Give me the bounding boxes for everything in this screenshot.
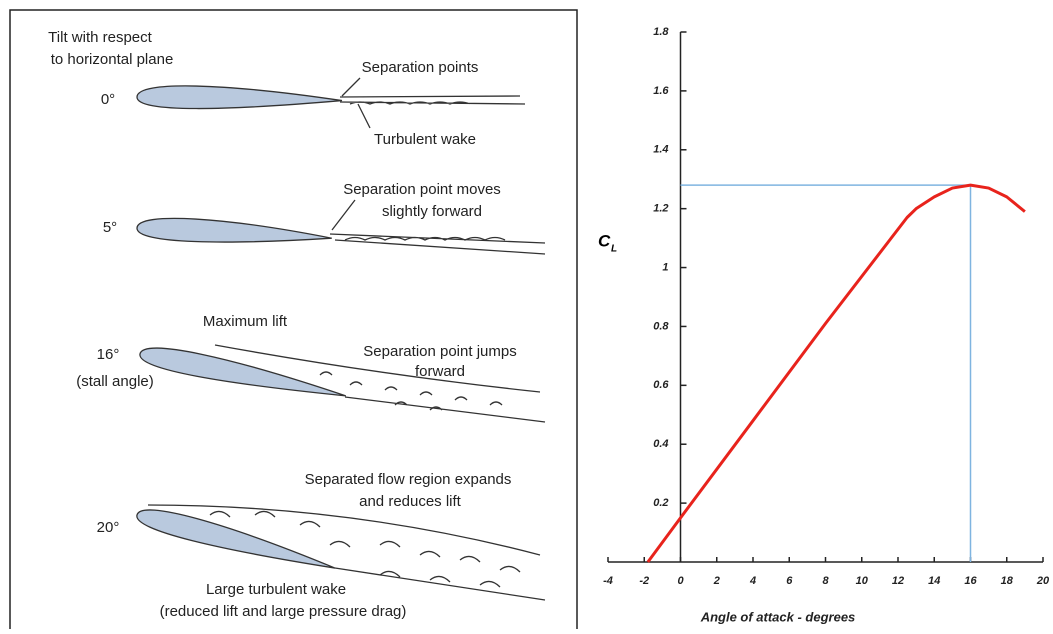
y-tick-label: 1.8 (653, 26, 669, 38)
diagram-label: 5° (103, 219, 117, 236)
x-tick-label: 14 (928, 575, 940, 587)
x-tick-label: 16 (964, 575, 977, 587)
x-tick-label: 18 (1001, 575, 1014, 587)
x-tick-label: 12 (892, 575, 904, 587)
y-tick-label: 0.6 (653, 379, 669, 391)
diagram-label: 20° (97, 519, 120, 536)
y-tick-label: 1.4 (653, 144, 668, 156)
diagram-label: and reduces lift (359, 493, 462, 510)
y-axis-title: C (598, 231, 611, 250)
figure: Tilt with respect to horizontal plane 0° Se… (0, 0, 1053, 629)
x-tick-label: 20 (1036, 575, 1050, 587)
airfoil (136, 216, 332, 249)
x-tick-label: 8 (822, 575, 829, 587)
x-tick-label: -4 (603, 575, 613, 587)
chart: 0.2 0.4 0.6 0.8 1 1.2 1.4 1.6 1.8 -4 -2 0 2 4 6 8 10 12 14… (598, 26, 1050, 625)
diagram-label: Separation points (362, 59, 479, 76)
y-axis-title-sub: L (611, 244, 617, 255)
diagram-label: Separation point moves (343, 181, 501, 198)
diagram-label: Separated flow region expands (305, 471, 512, 488)
y-tick-label: 1.2 (653, 203, 668, 215)
x-tick-label: 10 (856, 575, 869, 587)
diagram-label: to horizontal plane (51, 51, 174, 68)
x-axis-title: Angle of attack - degrees (700, 609, 856, 624)
diagram-label: Maximum lift (203, 313, 288, 330)
diagram-label: forward (415, 363, 465, 380)
y-tick-label: 0.2 (653, 497, 668, 509)
x-tick-label: 0 (677, 575, 684, 587)
y-tick-label: 0.4 (653, 438, 668, 450)
y-tick-label: 1 (662, 261, 668, 273)
wake (340, 96, 525, 104)
x-tick-label: 6 (786, 575, 793, 587)
diagram-label: 0° (101, 91, 115, 108)
x-tick-label: 4 (749, 575, 756, 587)
data-line (648, 185, 1025, 562)
airfoil (138, 342, 348, 406)
diagram-label: slightly forward (382, 203, 482, 220)
y-tick-label: 0.8 (653, 320, 669, 332)
page: {"diagram": {"labels": ["Tilt with respe… (0, 0, 1053, 629)
x-tick-label: 2 (713, 575, 720, 587)
diagram-label: Tilt with respect (48, 29, 152, 46)
diagram-label: Separation point jumps (363, 343, 516, 360)
diagram-label: Turbulent wake (374, 131, 476, 148)
y-tick-label: 1.6 (653, 85, 669, 97)
diagram-label: (stall angle) (76, 373, 154, 390)
wake (330, 234, 545, 254)
airfoil (137, 85, 342, 111)
diagram-label: 16° (97, 346, 120, 363)
diagram-label: Large turbulent wake (206, 581, 346, 598)
x-tick-label: -2 (639, 575, 649, 587)
airfoil-diagram: Tilt with respect to horizontal plane 0° Se… (48, 29, 545, 620)
airfoil (134, 503, 338, 578)
diagram-label: (reduced lift and large pressure drag) (160, 603, 407, 620)
